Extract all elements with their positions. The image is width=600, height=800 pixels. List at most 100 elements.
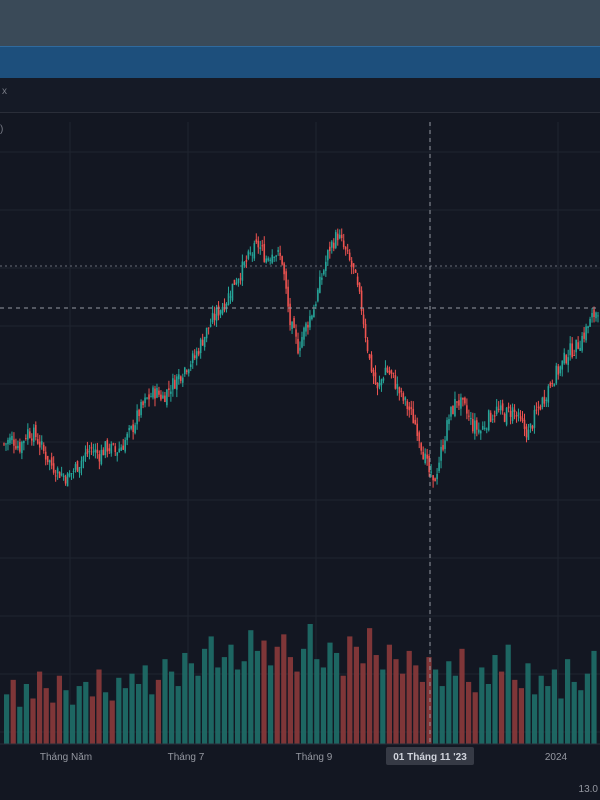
candle-body [585, 326, 587, 341]
volume-bar [261, 640, 267, 744]
candle-body [589, 318, 591, 327]
candle-body [418, 432, 421, 441]
candle-body [98, 454, 101, 462]
volume-bar [334, 652, 340, 744]
candle-body [470, 418, 472, 420]
candle-body [398, 387, 401, 394]
candle-body [394, 375, 397, 389]
candle-body [116, 452, 119, 456]
candle-body [392, 372, 395, 374]
candle-body [128, 428, 130, 431]
candle-body [299, 347, 301, 351]
candle-body [241, 261, 244, 281]
candle-body [166, 389, 168, 406]
volume-bar [426, 657, 432, 744]
candle-body [195, 351, 198, 359]
candle-body [402, 393, 405, 401]
candle-body [211, 312, 214, 323]
candle-body [319, 276, 321, 293]
candle-body [303, 327, 305, 340]
candlestick-chart[interactable]: Tháng Năm Tháng 7 Tháng 9 01 Tháng 11 '23 20… [0, 112, 600, 800]
volume-bar [353, 646, 359, 744]
candle-body [203, 336, 206, 348]
candle-body [112, 443, 115, 445]
volume-bar [136, 684, 142, 744]
volume-bar [406, 650, 412, 744]
volume-bar [505, 644, 511, 744]
candle-body [384, 367, 387, 376]
candle-body [545, 399, 548, 402]
volume-bar [591, 650, 597, 744]
candle-body [36, 439, 39, 444]
candle-body [76, 461, 79, 472]
candle-body [233, 279, 236, 285]
candle-body [521, 418, 524, 421]
candle-body [597, 315, 599, 317]
candle-body [410, 407, 413, 409]
volume-bar [565, 659, 571, 744]
candle-body [60, 473, 63, 476]
candle-body [181, 377, 184, 383]
candle-body [243, 262, 246, 266]
candle-body [231, 283, 234, 301]
candle-body [271, 254, 273, 263]
candle-body [517, 412, 520, 416]
candle-body [245, 259, 248, 262]
candle-body [591, 312, 593, 318]
candle-body [474, 420, 476, 434]
candle-body [327, 250, 329, 261]
candle-body [408, 406, 411, 411]
x-tick-label: Tháng Năm [40, 752, 92, 763]
candle-body [27, 429, 29, 440]
candle-body [509, 410, 512, 417]
candle-body [344, 246, 347, 250]
volume-bar [479, 667, 485, 744]
candle-body [523, 419, 526, 429]
volume-bar [558, 698, 564, 744]
volume-bar [23, 684, 29, 744]
candle-body [350, 260, 353, 267]
volume-bar [301, 648, 307, 744]
candle-body [575, 339, 577, 353]
candle-body [120, 447, 123, 451]
volume-bar [142, 665, 148, 744]
candle-body [329, 246, 331, 252]
candle-body [563, 352, 566, 364]
candle-body [579, 347, 581, 351]
volume-bar [56, 675, 62, 744]
candle-body [185, 370, 188, 372]
candle-body [378, 382, 381, 387]
candle-body [172, 378, 174, 390]
candle-body [152, 387, 154, 398]
candle-body [422, 451, 424, 460]
candle-body [205, 327, 208, 339]
candle-body [483, 427, 486, 429]
candle-body [305, 323, 307, 332]
candle-body [277, 250, 279, 252]
candle-body [162, 395, 164, 399]
volume-bar [314, 659, 320, 744]
candle-body [577, 342, 579, 349]
candle-body [62, 475, 65, 477]
candle-body [354, 269, 357, 273]
candle-body [3, 443, 5, 445]
candle-body [273, 256, 275, 258]
candle-body [295, 329, 297, 337]
volume-bar [545, 686, 551, 744]
volume-bar [155, 679, 161, 744]
candle-body [56, 468, 59, 474]
chart-toolbar: x [0, 78, 600, 113]
candle-body [424, 453, 426, 464]
candle-body [338, 234, 341, 239]
volume-bar [578, 690, 584, 744]
volume-bar [499, 671, 505, 744]
chart-area[interactable]: ) Tháng Năm Tháng 7 Tháng 9 01 Tháng 11 '23… [0, 112, 600, 800]
candle-body [491, 418, 494, 420]
volume-bar [149, 694, 155, 744]
volume-bar [228, 644, 234, 744]
volume-bar [241, 661, 247, 744]
candle-body [553, 383, 556, 387]
candle-body [432, 475, 434, 481]
candle-body [15, 446, 17, 449]
volume-bar [268, 665, 274, 744]
